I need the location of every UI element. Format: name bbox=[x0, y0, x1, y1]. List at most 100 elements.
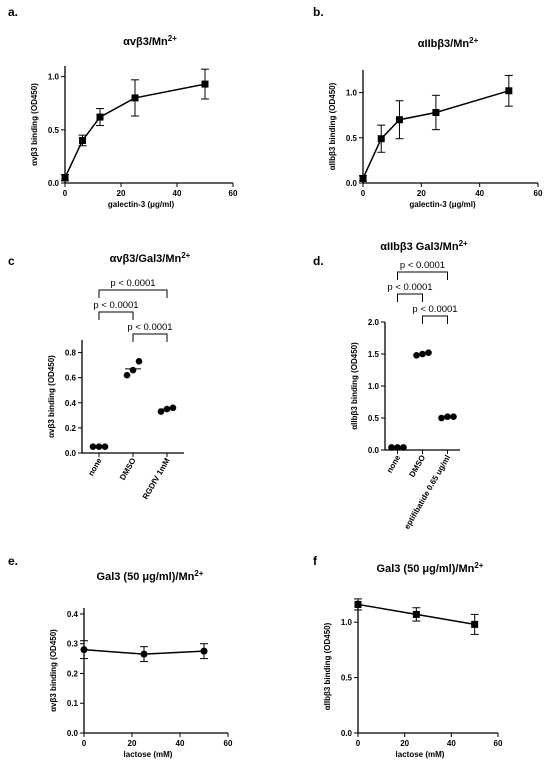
y-tick-label: 0.8 bbox=[65, 349, 77, 358]
data-point bbox=[96, 113, 104, 121]
y-tick-label: 0.0 bbox=[341, 729, 353, 738]
x-axis-label: galectin-3 (μg/ml) bbox=[108, 200, 175, 209]
significance-label: p < 0.0001 bbox=[412, 304, 457, 315]
data-point bbox=[413, 351, 420, 359]
chart-panel-f: f Gal3 (50 μg/ml)/Mn2+ 0.0 0.5 1.0 αIIbβ3 bin… bbox=[313, 554, 503, 759]
y-tick-label: 1.0 bbox=[341, 618, 353, 627]
x-axis-label: lactose (mM) bbox=[396, 750, 445, 759]
y-axis-label: αvβ3 binding (OD450) bbox=[49, 629, 58, 712]
chart-title: αIIbβ3/Mn2+ bbox=[418, 36, 479, 50]
y-tick-label: 1.0 bbox=[346, 89, 358, 98]
chart-title-superscript: 2+ bbox=[194, 569, 203, 578]
data-point bbox=[412, 610, 420, 618]
chart-title-superscript: 2+ bbox=[181, 251, 190, 260]
y-axis-label: αvβ3 binding (OD450) bbox=[47, 355, 56, 438]
y-tick-label: 2.0 bbox=[368, 318, 380, 327]
data-point bbox=[425, 349, 432, 357]
data-point bbox=[169, 404, 177, 412]
chart-title-superscript: 2+ bbox=[474, 561, 483, 570]
x-tick-label: 20 bbox=[417, 189, 426, 198]
chart-title-text: Gal3 (50 μg/ml)/Mn bbox=[377, 563, 475, 575]
data-point bbox=[377, 135, 385, 143]
data-point bbox=[505, 87, 513, 95]
category-label: none bbox=[86, 456, 104, 478]
significance-label: p < 0.0001 bbox=[400, 260, 445, 271]
y-tick-label: 0.5 bbox=[341, 674, 353, 683]
chart-title: Gal3 (50 μg/ml)/Mn2+ bbox=[377, 561, 484, 575]
y-axis-label: αIIbβ3 binding (OD450) bbox=[350, 342, 359, 430]
panel-letter: f bbox=[313, 554, 318, 568]
chart-title: αvβ3/Gal3/Mn2+ bbox=[110, 251, 191, 265]
y-tick-label: 0.0 bbox=[48, 179, 60, 188]
y-tick-label: 1.0 bbox=[368, 382, 380, 391]
x-tick-label: 60 bbox=[494, 739, 503, 748]
y-tick-label: 0.5 bbox=[346, 134, 358, 143]
significance-bracket bbox=[98, 311, 134, 320]
significance-label: p < 0.0001 bbox=[93, 300, 138, 311]
panel-letter: e. bbox=[8, 554, 18, 568]
data-point bbox=[123, 371, 131, 379]
panel-letter: d. bbox=[313, 254, 324, 268]
category-label: DMSO bbox=[407, 454, 427, 479]
panel-letter: c bbox=[8, 254, 15, 268]
chart-title: Gal3 (50 μg/ml)/Mn2+ bbox=[97, 569, 204, 583]
panel-letter: a. bbox=[8, 5, 18, 19]
y-tick-label: 0.4 bbox=[65, 399, 77, 408]
x-tick-label: 60 bbox=[224, 739, 233, 748]
x-axis-label: lactose (mM) bbox=[124, 750, 173, 759]
panel-letter: b. bbox=[313, 5, 324, 19]
chart-title-text: αvβ3/Gal3/Mn bbox=[110, 253, 182, 265]
chart-title-text: αIIbβ3 Gal3/Mn bbox=[380, 241, 459, 253]
data-point bbox=[450, 413, 457, 421]
y-tick-label: 1.0 bbox=[48, 73, 60, 82]
chart-panel-b: b. αIIbβ3/Mn2+ 0.0 0.5 1.0 αIIbβ3 binding (OD… bbox=[313, 5, 543, 209]
chart-panel-e: e. Gal3 (50 μg/ml)/Mn2+ 0.0 0.1 0.2 0.3 0.4 αvβ… bbox=[8, 554, 233, 759]
y-tick-label: 0.0 bbox=[67, 729, 79, 738]
data-point bbox=[438, 414, 445, 422]
y-tick-label: 0.4 bbox=[67, 610, 79, 619]
significance-bracket bbox=[422, 315, 448, 324]
y-tick-label: 0.2 bbox=[67, 669, 79, 678]
significance-label: p < 0.0001 bbox=[387, 282, 432, 293]
data-point bbox=[129, 366, 137, 374]
y-tick-label: 0.0 bbox=[346, 179, 358, 188]
x-tick-label: 0 bbox=[356, 739, 361, 748]
data-point bbox=[201, 80, 209, 88]
data-point bbox=[471, 620, 479, 628]
chart-title-text: Gal3 (50 μg/ml)/Mn bbox=[97, 571, 195, 583]
y-tick-label: 0.0 bbox=[368, 446, 380, 455]
category-label: RGDfV 1mM bbox=[141, 456, 172, 501]
x-tick-label: 20 bbox=[117, 189, 126, 198]
significance-label: p < 0.0001 bbox=[110, 278, 155, 289]
x-tick-label: 40 bbox=[173, 189, 182, 198]
y-tick-label: 0.0 bbox=[65, 449, 77, 458]
y-tick-label: 0.2 bbox=[65, 424, 77, 433]
x-tick-label: 0 bbox=[63, 189, 68, 198]
y-axis-label: αvβ3 binding (OD450) bbox=[30, 83, 39, 166]
y-tick-label: 1.5 bbox=[368, 350, 380, 359]
significance-bracket bbox=[98, 289, 168, 298]
x-tick-label: 40 bbox=[475, 189, 484, 198]
x-tick-label: 20 bbox=[128, 739, 137, 748]
data-point bbox=[61, 174, 69, 182]
chart-title: αIIbβ3 Gal3/Mn2+ bbox=[380, 239, 468, 253]
chart-title-superscript: 2+ bbox=[459, 239, 468, 248]
y-tick-label: 0.3 bbox=[67, 640, 79, 649]
data-point bbox=[359, 174, 367, 182]
category-label: eptifibatide 0.65 ug/ml bbox=[402, 454, 452, 531]
y-tick-label: 0.1 bbox=[67, 699, 79, 708]
y-tick-label: 0.5 bbox=[368, 414, 380, 423]
y-axis-label: αIIbβ3 binding (OD450) bbox=[323, 622, 332, 710]
chart-title-superscript: 2+ bbox=[469, 36, 478, 45]
y-axis-label: αIIbβ3 binding (OD450) bbox=[328, 82, 337, 170]
category-label: DMSO bbox=[118, 457, 138, 482]
chart-panel-d: d. αIIbβ3 Gal3/Mn2+ 0.0 0.5 1.0 1.5 2.0 αIIbβ3 … bbox=[313, 239, 468, 531]
x-tick-label: 0 bbox=[82, 739, 87, 748]
data-point bbox=[354, 600, 362, 608]
chart-title-text: αIIbβ3/Mn bbox=[418, 38, 470, 50]
x-tick-label: 20 bbox=[400, 739, 409, 748]
x-tick-label: 40 bbox=[176, 739, 185, 748]
y-tick-label: 0.6 bbox=[65, 374, 77, 383]
data-point bbox=[140, 650, 148, 658]
